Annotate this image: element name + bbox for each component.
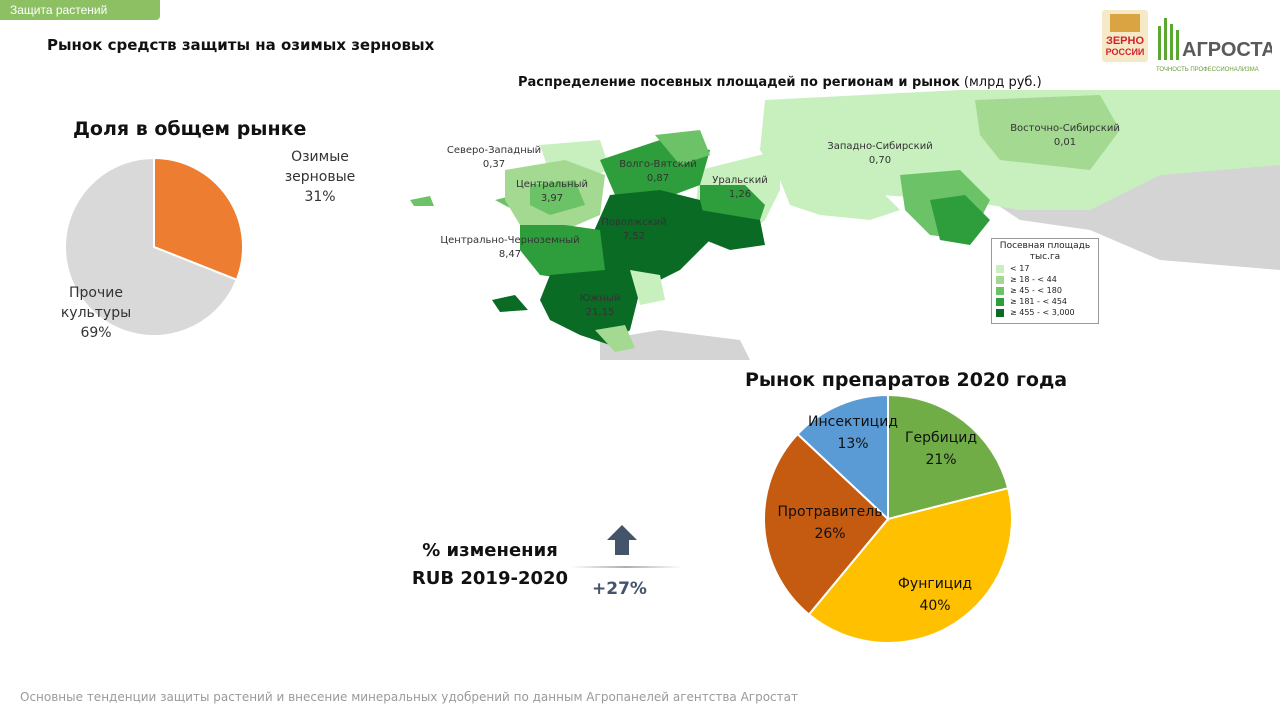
- legend-item: ≥ 181 - < 454: [996, 296, 1094, 307]
- pie-slice-1: [153, 156, 244, 282]
- legend-swatch: [996, 286, 1004, 295]
- region-centralny: Центральный 3,97: [516, 179, 588, 204]
- arrow-up-icon: [607, 525, 637, 555]
- legend-label: ≥ 45 - < 180: [1010, 286, 1062, 295]
- pie-slice-1: [887, 393, 1010, 521]
- logo-rossii: РОССИИ: [1106, 47, 1145, 57]
- region-uralsky: Уральский 1,26: [712, 175, 768, 200]
- logo-tagline: ТОЧНОСТЬ ПРОФЕССИОНАЛИЗМА: [1156, 67, 1259, 73]
- divider-line: [570, 566, 682, 568]
- pie-slice-2: [807, 486, 1013, 644]
- legend-item: ≥ 18 - < 44: [996, 274, 1094, 285]
- change-value: +27%: [592, 579, 647, 599]
- legend-item: ≥ 455 - < 3,000: [996, 307, 1094, 318]
- market-label-insecticide: Инсектицид 13%: [808, 414, 898, 452]
- legend-label: < 17: [1010, 264, 1030, 273]
- logo-zerno: ЗЕРНО: [1106, 35, 1145, 47]
- legend-item: ≥ 45 - < 180: [996, 285, 1094, 296]
- section-tag: Защита растений: [0, 0, 160, 20]
- region-severo-zapadny: Северо-Западный 0,37: [446, 145, 542, 170]
- russia-map: [410, 90, 1280, 360]
- legend-label: ≥ 181 - < 454: [1010, 297, 1068, 306]
- change-label: % изменения RUB 2019-2020: [411, 540, 569, 589]
- market-label-fungicide: Фунгицид 40%: [897, 576, 973, 614]
- legend-label: ≥ 18 - < 44: [1010, 275, 1057, 284]
- share-chart-title: Доля в общем рынке: [73, 118, 307, 140]
- legend-item: < 17: [996, 263, 1094, 274]
- region-zapadno-sibirsky: Западно-Сибирский 0,70: [827, 141, 933, 166]
- share-pie-chart: [64, 156, 244, 337]
- share-label-ozimye: Озимые зерновые 31%: [284, 149, 356, 205]
- footer-source: Основные тенденции защиты растений и вне…: [20, 690, 798, 704]
- map-legend: Посевная площадь тыс.га < 17 ≥ 18 - < 44 ≥…: [991, 238, 1099, 324]
- legend-swatch: [996, 275, 1004, 284]
- market-chart-title: Рынок препаратов 2020 года: [745, 369, 1068, 391]
- map-title: Распределение посевных площадей по регио…: [518, 75, 1042, 90]
- legend-swatch: [996, 308, 1004, 317]
- pie-slice-4: [796, 393, 889, 522]
- legend-label: ≥ 455 - < 3,000: [1010, 308, 1075, 317]
- market-label-herbicide: Гербицид 21%: [904, 430, 978, 468]
- legend-swatch: [996, 264, 1004, 273]
- share-label-prochie: Прочие культуры 69%: [60, 285, 132, 341]
- region-vostochno-sibirsky: Восточно-Сибирский 0,01: [1010, 123, 1120, 148]
- region-cchr: Центрально-Черноземный 8,47: [440, 235, 580, 260]
- market-pie-chart: [763, 393, 1013, 644]
- region-volgo-vyatsky: Волго-Вятский 0,87: [619, 159, 697, 184]
- market-label-seed-treatment: Протравитель 26%: [777, 504, 883, 542]
- pie-slice-2: [64, 156, 239, 337]
- pie-slice-3: [763, 432, 890, 616]
- region-yuzhny: Южный 21,15: [579, 293, 621, 318]
- legend-swatch: [996, 297, 1004, 306]
- page-title: Рынок средств защиты на озимых зерновых: [47, 36, 435, 54]
- region-povolzhsky: Поволжский 7,52: [601, 217, 667, 242]
